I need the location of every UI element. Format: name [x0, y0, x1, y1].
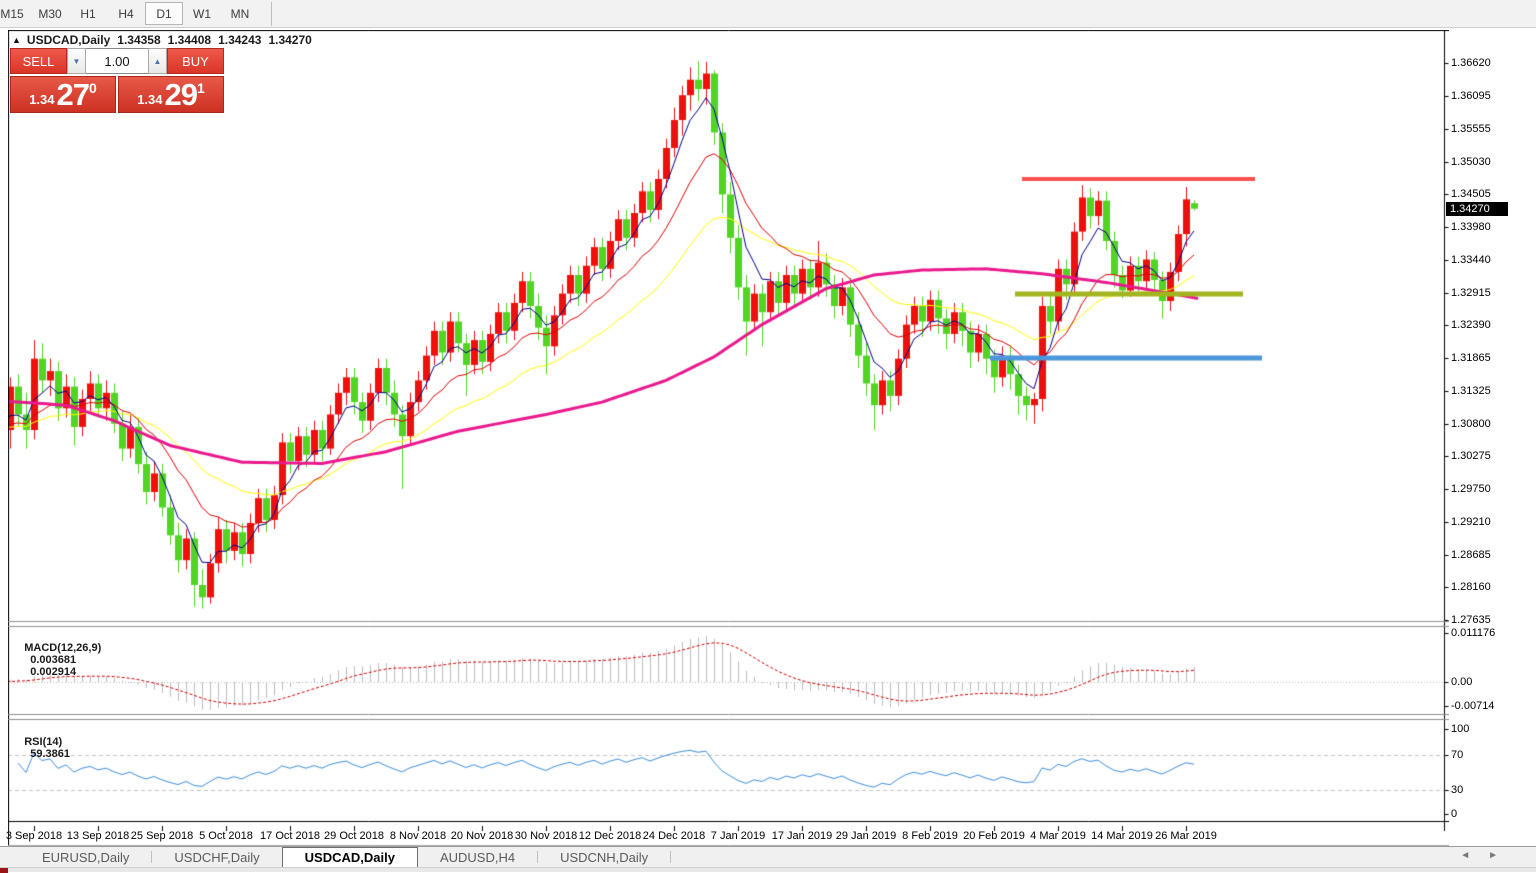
chart-window: ▲ USDCAD,Daily 1.34358 1.34408 1.34243 1…: [0, 29, 1536, 846]
indicator-axis-label: 70: [1451, 749, 1464, 761]
price-axis-label: 1.32390: [1451, 319, 1491, 332]
price-axis-label: 1.28685: [1451, 548, 1491, 561]
price-axis-label: 1.36095: [1451, 89, 1491, 102]
volume-decrease-button[interactable]: ▼: [67, 48, 86, 74]
price-axis-label: 1.27635: [1451, 613, 1491, 626]
indicator-axis-label: 100: [1451, 723, 1470, 735]
chart-tabs: EURUSD,Daily USDCHF,Daily USDCAD,Daily AUDU…: [20, 847, 672, 867]
price-axis-label: 1.31325: [1451, 385, 1491, 398]
indicator-axis-label: -0.00714: [1451, 700, 1495, 712]
rsi-value: 59.3861: [30, 748, 70, 760]
timeframe-button-d1[interactable]: D1: [145, 2, 183, 25]
ohlc-open: 1.34358: [117, 33, 161, 47]
timeframe-button-w1[interactable]: W1: [193, 6, 211, 21]
toolbar-separator: [271, 2, 272, 26]
date-axis-label: 20 Feb 2019: [963, 830, 1025, 842]
date-axis-label: 30 Nov 2018: [514, 830, 578, 842]
buy-button[interactable]: BUY: [167, 48, 224, 74]
macd-indicator-label: MACD(12,26,9) 0.003681 0.002914: [12, 630, 101, 690]
date-axis-label: 17 Jan 2019: [771, 830, 833, 842]
timeframe-button-h4[interactable]: H4: [118, 6, 134, 21]
date-axis-label: 29 Jan 2019: [835, 830, 897, 842]
price-axis-label: 1.29750: [1451, 482, 1491, 495]
indicator-axis-label: 0.011176: [1451, 627, 1496, 639]
status-strip-marker: [0, 868, 8, 873]
ohlc-low: 1.34243: [218, 33, 262, 47]
date-axis-label: 26 Mar 2019: [1155, 830, 1217, 842]
sell-price-sup: 0: [89, 80, 97, 96]
tab-usdcad[interactable]: USDCAD,Daily: [281, 847, 418, 867]
price-axis-label: 1.33980: [1451, 220, 1491, 233]
price-axis-label: 1.30800: [1451, 417, 1491, 430]
timeframe-button-m30[interactable]: M30: [38, 6, 62, 21]
tab-separator: [151, 851, 153, 863]
date-axis-label: 12 Dec 2018: [578, 830, 642, 842]
macd-main-value: 0.003681: [30, 654, 77, 666]
ohlc-high: 1.34408: [167, 33, 212, 47]
tab-usdcnh[interactable]: USDCNH,Daily: [560, 849, 649, 865]
price-axis-label: 1.33440: [1451, 254, 1491, 267]
price-chart-canvas[interactable]: [8, 30, 1449, 846]
volume-increase-button[interactable]: ▲: [148, 48, 167, 74]
current-price-badge: 1.34270: [1446, 201, 1508, 216]
price-axis-label: 1.29210: [1451, 516, 1491, 529]
tab-audusd[interactable]: AUDUSD,H4: [439, 849, 516, 865]
price-axis-label: 1.35555: [1451, 123, 1491, 136]
price-axis-label: 1.32915: [1451, 286, 1491, 299]
rsi-name: RSI(14): [24, 736, 63, 748]
date-axis-label: 17 Oct 2018: [260, 830, 320, 842]
date-axis-label: 3 Sep 2018: [5, 830, 63, 842]
timeframe-toolbar: M15 M30 H1 H4 D1 W1 MN: [0, 0, 1536, 28]
timeframe-button-mn[interactable]: MN: [230, 6, 250, 21]
indicator-axis-label: 30: [1451, 784, 1464, 796]
buy-price-sup: 1: [197, 80, 205, 96]
date-axis-label: 8 Nov 2018: [389, 830, 447, 842]
buy-price-tile[interactable]: 1.34 29 1: [118, 76, 224, 113]
sell-price-big: 27: [56, 77, 90, 112]
date-axis-label: 8 Feb 2019: [902, 830, 958, 842]
date-axis-label: 13 Sep 2018: [66, 830, 130, 842]
indicator-axis-label: 0.00: [1451, 676, 1473, 688]
symbol-label: USDCAD,Daily: [26, 33, 111, 47]
one-click-trading-panel: SELL ▼ 1.00 ▲ BUY 1.34 27 0 1.34 29 1: [10, 48, 226, 113]
buy-price-big: 29: [164, 77, 198, 112]
date-axis-label: 4 Mar 2019: [1030, 830, 1086, 842]
sell-price-small: 1.34: [29, 92, 55, 107]
chart-title: ▲ USDCAD,Daily 1.34358 1.34408 1.34243 1…: [12, 33, 312, 47]
chart-tab-bar: EURUSD,Daily USDCHF,Daily USDCAD,Daily AUDU…: [0, 846, 1536, 867]
tab-eurusd[interactable]: EURUSD,Daily: [42, 849, 130, 865]
price-axis-label: 1.36620: [1451, 57, 1491, 69]
date-axis-label: 20 Nov 2018: [450, 830, 514, 842]
ohlc-close: 1.34270: [268, 33, 312, 47]
sell-button[interactable]: SELL: [10, 48, 67, 74]
price-axis-label: 1.31865: [1451, 351, 1491, 364]
tab-usdchf[interactable]: USDCHF,Daily: [174, 849, 260, 865]
date-axis-label: 5 Oct 2018: [199, 830, 253, 842]
date-axis-label: 14 Mar 2019: [1091, 830, 1153, 842]
collapse-panel-icon[interactable]: ▲: [12, 35, 21, 45]
price-axis-label: 1.34505: [1451, 188, 1491, 201]
price-axis-label: 1.35030: [1451, 155, 1491, 168]
date-axis-label: 25 Sep 2018: [130, 830, 194, 842]
price-axis-label: 1.28160: [1451, 581, 1491, 594]
macd-name: MACD(12,26,9): [24, 642, 102, 654]
buy-price-small: 1.34: [137, 92, 163, 107]
timeframe-button-m15[interactable]: M15: [0, 6, 24, 21]
timeframe-buttons: M15 M30 H1 H4 D1 W1 MN: [0, 2, 272, 26]
tab-separator: [670, 851, 672, 863]
indicator-axis-label: 0: [1451, 808, 1458, 820]
tabs-scroll-right-icon[interactable]: ►: [1488, 850, 1498, 861]
tabs-scroll-left-icon[interactable]: ◄: [1460, 850, 1471, 861]
date-axis-label: 7 Jan 2019: [710, 830, 766, 842]
tab-separator: [537, 851, 539, 863]
date-axis-label: 29 Oct 2018: [324, 830, 384, 842]
status-strip: [0, 867, 1536, 873]
timeframe-button-h1[interactable]: H1: [80, 6, 96, 21]
date-axis-label: 24 Dec 2018: [642, 830, 706, 842]
sell-price-tile[interactable]: 1.34 27 0: [10, 76, 116, 113]
macd-signal-value: 0.002914: [30, 666, 77, 678]
rsi-indicator-label: RSI(14) 59.3861: [12, 724, 70, 772]
price-axis-label: 1.30275: [1451, 450, 1491, 463]
volume-input[interactable]: 1.00: [86, 48, 148, 74]
